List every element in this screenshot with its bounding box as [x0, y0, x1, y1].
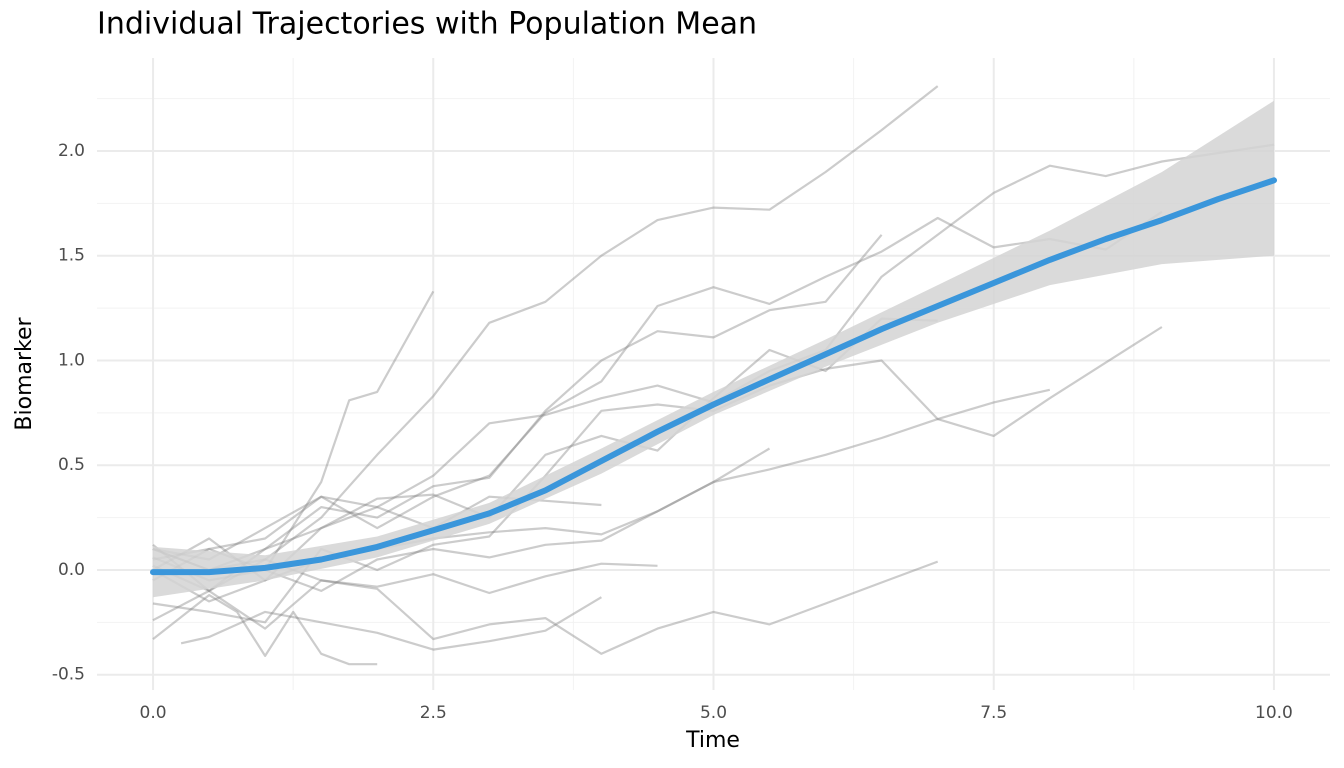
- x-axis-title: Time: [685, 728, 740, 753]
- trajectory-line: [152, 85, 939, 592]
- y-tick-label: -0.5: [52, 665, 85, 685]
- trajectory-line: [152, 594, 378, 666]
- trajectory-line: [152, 234, 883, 592]
- x-tick-label: 0.0: [140, 703, 167, 723]
- chart-title: Individual Trajectories with Population …: [97, 7, 757, 42]
- y-tick-label: 0.5: [58, 455, 85, 475]
- x-tick-label: 10.0: [1255, 703, 1293, 723]
- y-tick-label: 2.0: [58, 141, 85, 161]
- trajectory-line: [152, 388, 1051, 592]
- trajectory-line: [152, 560, 939, 655]
- trajectory-line: [180, 596, 602, 651]
- trajectory-line: [152, 210, 1163, 582]
- trajectory-line: [152, 290, 435, 572]
- mean-line: [150, 177, 1277, 576]
- x-tick-label: 2.5: [420, 703, 447, 723]
- y-axis-title: Biomarker: [12, 316, 37, 430]
- y-tick-label: 1.5: [58, 246, 85, 266]
- y-tick-label: 1.0: [58, 350, 85, 370]
- trajectory-line: [152, 326, 1163, 624]
- trajectory-line: [152, 143, 1275, 582]
- y-tick-label: 0.0: [58, 560, 85, 580]
- x-tick-label: 7.5: [980, 703, 1007, 723]
- x-tick-label: 5.0: [700, 703, 727, 723]
- trajectory-line: [152, 447, 771, 603]
